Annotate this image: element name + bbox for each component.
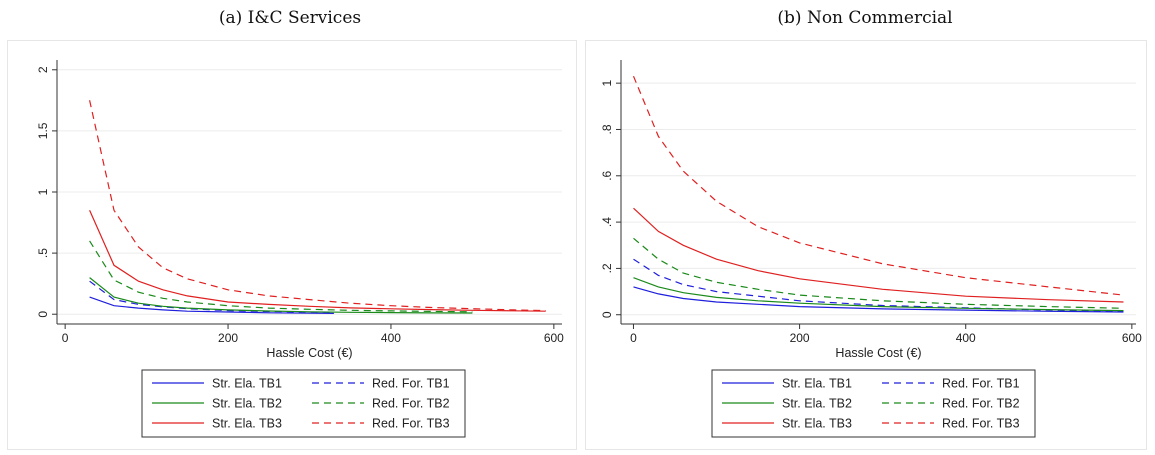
x-axis-title: Hassle Cost (€) bbox=[835, 346, 921, 360]
y-tick-label: 0 bbox=[600, 311, 614, 318]
legend-label: Str. Ela. TB2 bbox=[782, 397, 852, 411]
x-tick-label: 400 bbox=[381, 331, 401, 345]
x-tick-label: 200 bbox=[218, 331, 238, 345]
series-line bbox=[89, 240, 473, 313]
y-tick-label: 0 bbox=[36, 311, 50, 318]
series-line bbox=[89, 210, 546, 312]
series-line bbox=[89, 100, 546, 312]
series-line bbox=[632, 75, 1124, 296]
x-tick-label: 600 bbox=[544, 331, 564, 345]
legend-label: Str. Ela. TB1 bbox=[212, 377, 282, 391]
x-tick-label: 400 bbox=[956, 331, 976, 345]
y-tick-label: .5 bbox=[36, 248, 50, 258]
series-line bbox=[89, 277, 473, 314]
legend-label: Red. For. TB2 bbox=[942, 397, 1020, 411]
x-tick-label: 200 bbox=[790, 331, 810, 345]
series-line bbox=[633, 286, 1124, 313]
series-line bbox=[633, 277, 1124, 312]
chart-title-b: (b) Non Commercial bbox=[777, 8, 953, 28]
series-line bbox=[89, 280, 334, 314]
y-tick-label: .2 bbox=[600, 263, 614, 273]
y-tick-label: .4 bbox=[600, 217, 614, 227]
x-tick-label: 0 bbox=[630, 331, 637, 345]
series-line bbox=[633, 237, 1124, 309]
legend-label: Red. For. TB1 bbox=[372, 377, 450, 391]
legend-label: Str. Ela. TB2 bbox=[212, 397, 282, 411]
legend-label: Str. Ela. TB1 bbox=[782, 377, 852, 391]
y-tick-label: 1 bbox=[36, 188, 50, 195]
legend-label: Red. For. TB3 bbox=[942, 417, 1020, 431]
x-tick-label: 0 bbox=[62, 331, 69, 345]
legend-label: Red. For. TB2 bbox=[372, 397, 450, 411]
series-line bbox=[89, 296, 334, 314]
legend-label: Red. For. TB3 bbox=[372, 417, 450, 431]
legend-label: Str. Ela. TB3 bbox=[212, 417, 282, 431]
x-tick-label: 600 bbox=[1122, 331, 1142, 345]
y-tick-label: 1 bbox=[600, 80, 614, 87]
chart-a: 0 .5 1 1.5 2 0 200 400 600 Hassle Cost (€) Str. El… bbox=[7, 40, 577, 450]
y-tick-label: .6 bbox=[600, 170, 614, 180]
y-tick-label: 1.5 bbox=[36, 122, 50, 139]
y-tick-label: 2 bbox=[36, 66, 50, 73]
legend-label: Red. For. TB1 bbox=[942, 377, 1020, 391]
chart-b: 0 .2 .4 .6 .8 1 0 200 400 600 Hassle Cost (€) Str. … bbox=[585, 40, 1147, 450]
series-line bbox=[633, 258, 1124, 312]
x-axis-title: Hassle Cost (€) bbox=[266, 346, 352, 360]
legend-label: Str. Ela. TB3 bbox=[782, 417, 852, 431]
series-line bbox=[633, 207, 1124, 303]
chart-title-a: (a) I&C Services bbox=[218, 8, 362, 28]
y-tick-label: .8 bbox=[600, 124, 614, 134]
